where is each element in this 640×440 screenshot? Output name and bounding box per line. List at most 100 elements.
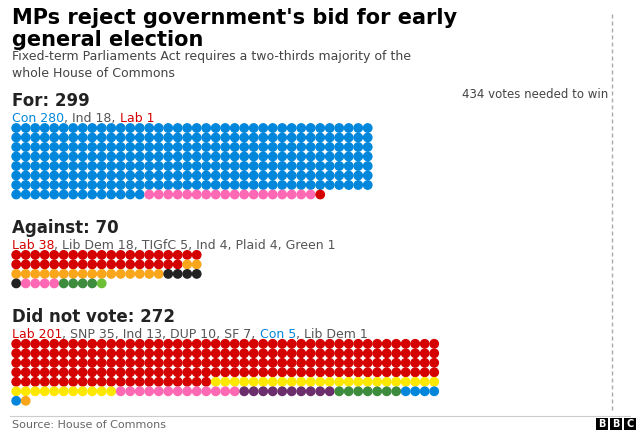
Circle shape — [287, 378, 296, 386]
Circle shape — [97, 143, 106, 151]
Circle shape — [354, 181, 362, 189]
Circle shape — [79, 279, 87, 288]
Circle shape — [344, 378, 353, 386]
Circle shape — [250, 124, 258, 132]
Circle shape — [183, 368, 191, 377]
Circle shape — [316, 191, 324, 199]
Circle shape — [107, 359, 115, 367]
Circle shape — [364, 378, 372, 386]
Circle shape — [88, 171, 97, 180]
Circle shape — [22, 378, 30, 386]
Circle shape — [40, 260, 49, 268]
Circle shape — [97, 181, 106, 189]
Circle shape — [107, 251, 115, 259]
Circle shape — [126, 171, 134, 180]
Circle shape — [316, 181, 324, 189]
Circle shape — [307, 191, 315, 199]
Circle shape — [383, 368, 391, 377]
Circle shape — [12, 191, 20, 199]
Circle shape — [126, 378, 134, 386]
Circle shape — [164, 133, 172, 142]
Circle shape — [126, 133, 134, 142]
Circle shape — [69, 133, 77, 142]
Circle shape — [344, 162, 353, 170]
Circle shape — [250, 387, 258, 396]
Circle shape — [354, 349, 362, 357]
Circle shape — [164, 181, 172, 189]
Circle shape — [79, 251, 87, 259]
Circle shape — [335, 181, 344, 189]
Circle shape — [193, 349, 201, 357]
Circle shape — [278, 359, 287, 367]
Circle shape — [79, 368, 87, 377]
Circle shape — [250, 340, 258, 348]
Circle shape — [259, 387, 268, 396]
Circle shape — [297, 133, 305, 142]
Circle shape — [40, 378, 49, 386]
Circle shape — [107, 152, 115, 161]
Circle shape — [79, 378, 87, 386]
Circle shape — [392, 359, 401, 367]
Circle shape — [411, 340, 419, 348]
Circle shape — [326, 152, 334, 161]
Circle shape — [69, 162, 77, 170]
Circle shape — [50, 279, 58, 288]
Circle shape — [22, 143, 30, 151]
Circle shape — [97, 279, 106, 288]
Circle shape — [116, 124, 125, 132]
Circle shape — [40, 191, 49, 199]
Circle shape — [230, 387, 239, 396]
Text: Fixed-term Parliaments Act requires a two-thirds majority of the
whole House of : Fixed-term Parliaments Act requires a tw… — [12, 50, 411, 80]
Circle shape — [250, 152, 258, 161]
Circle shape — [307, 124, 315, 132]
Circle shape — [60, 191, 68, 199]
Circle shape — [344, 171, 353, 180]
Circle shape — [326, 349, 334, 357]
Text: , SNP 35, Ind 13, DUP 10, SF 7,: , SNP 35, Ind 13, DUP 10, SF 7, — [62, 328, 260, 341]
Circle shape — [88, 359, 97, 367]
Circle shape — [250, 368, 258, 377]
Circle shape — [326, 171, 334, 180]
Circle shape — [164, 359, 172, 367]
Circle shape — [31, 124, 40, 132]
Circle shape — [97, 191, 106, 199]
Circle shape — [259, 191, 268, 199]
Circle shape — [344, 387, 353, 396]
Circle shape — [411, 387, 419, 396]
Circle shape — [287, 162, 296, 170]
Text: , Lib Dem 18, TIGfC 5, Ind 4, Plaid 4, Green 1: , Lib Dem 18, TIGfC 5, Ind 4, Plaid 4, G… — [54, 239, 336, 252]
Circle shape — [420, 340, 429, 348]
Circle shape — [430, 359, 438, 367]
Circle shape — [69, 143, 77, 151]
Circle shape — [136, 124, 144, 132]
Circle shape — [145, 260, 154, 268]
Circle shape — [193, 359, 201, 367]
Circle shape — [97, 162, 106, 170]
Circle shape — [60, 162, 68, 170]
Circle shape — [211, 171, 220, 180]
Circle shape — [97, 340, 106, 348]
Circle shape — [344, 152, 353, 161]
Text: B: B — [612, 419, 620, 429]
Circle shape — [221, 191, 229, 199]
Circle shape — [278, 378, 287, 386]
Circle shape — [183, 162, 191, 170]
Circle shape — [154, 340, 163, 348]
Circle shape — [307, 133, 315, 142]
Circle shape — [193, 368, 201, 377]
Circle shape — [316, 171, 324, 180]
Circle shape — [344, 349, 353, 357]
Circle shape — [40, 387, 49, 396]
Circle shape — [69, 368, 77, 377]
Circle shape — [22, 270, 30, 278]
Circle shape — [373, 359, 381, 367]
Circle shape — [79, 387, 87, 396]
Circle shape — [145, 171, 154, 180]
Circle shape — [326, 340, 334, 348]
Circle shape — [154, 251, 163, 259]
Circle shape — [307, 171, 315, 180]
Circle shape — [79, 260, 87, 268]
Circle shape — [136, 171, 144, 180]
Circle shape — [364, 387, 372, 396]
Circle shape — [230, 378, 239, 386]
